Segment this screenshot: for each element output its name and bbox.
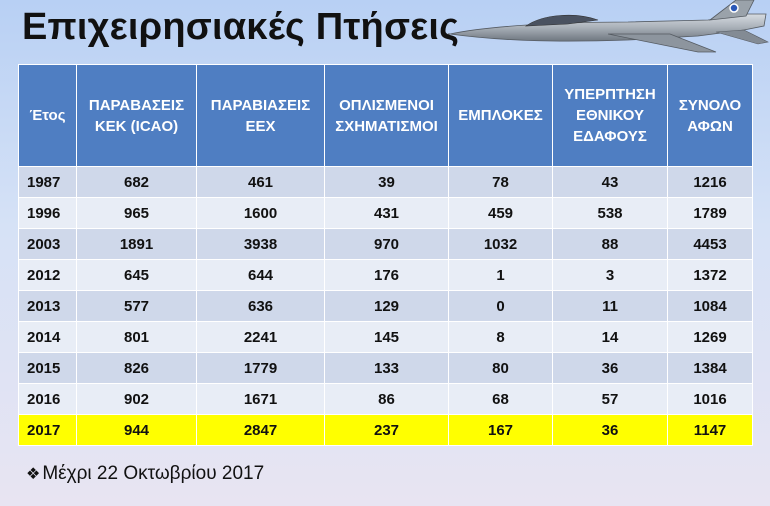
cell: 80 [448, 352, 553, 384]
cell: 133 [324, 352, 449, 384]
cell: 3 [552, 259, 668, 291]
cell: 8 [448, 321, 553, 353]
cell: 2241 [196, 321, 325, 353]
cell: 176 [324, 259, 449, 291]
cell: 36 [552, 414, 668, 446]
cell: 682 [76, 166, 197, 198]
cell-year: 1987 [18, 166, 77, 198]
cell: 1671 [196, 383, 325, 415]
col-header-airspace-violations: ΠΑΡΑΒΙΑΣΕΙΣ ΕΕΧ [196, 64, 325, 167]
table-row: 2003 1891 3938 970 1032 88 4453 [18, 228, 753, 260]
col-header-overflights: ΥΠΕΡΠΤΗΣΗ ΕΘΝΙΚΟΥ ΕΔΑΦΟΥΣ [552, 64, 668, 167]
table-row: 1987 682 461 39 78 43 1216 [18, 166, 753, 198]
table-header-row: Έτος ΠΑΡΑΒΑΣΕΙΣ ΚΕΚ (ICAO) ΠΑΡΑΒΙΑΣΕΙΣ Ε… [18, 64, 753, 167]
cell-year: 1996 [18, 197, 77, 229]
cell: 1789 [667, 197, 753, 229]
cell: 902 [76, 383, 197, 415]
page-title: Επιχειρησιακές Πτήσεις [22, 6, 460, 48]
cell-year: 2003 [18, 228, 77, 260]
cell: 57 [552, 383, 668, 415]
cell: 1269 [667, 321, 753, 353]
cell: 970 [324, 228, 449, 260]
cell: 145 [324, 321, 449, 353]
cell: 1016 [667, 383, 753, 415]
cell: 43 [552, 166, 668, 198]
table-row: 1996 965 1600 431 459 538 1789 [18, 197, 753, 229]
cell: 86 [324, 383, 449, 415]
table-row-highlighted: 2017 944 2847 237 167 36 1147 [18, 414, 753, 446]
cell-year: 2016 [18, 383, 77, 415]
cell: 431 [324, 197, 449, 229]
cell: 78 [448, 166, 553, 198]
cell: 3938 [196, 228, 325, 260]
cell: 644 [196, 259, 325, 291]
col-header-icao-violations: ΠΑΡΑΒΑΣΕΙΣ ΚΕΚ (ICAO) [76, 64, 197, 167]
cell: 129 [324, 290, 449, 322]
cell: 826 [76, 352, 197, 384]
cell: 461 [196, 166, 325, 198]
cell-year: 2017 [18, 414, 77, 446]
flights-table: Έτος ΠΑΡΑΒΑΣΕΙΣ ΚΕΚ (ICAO) ΠΑΡΑΒΙΑΣΕΙΣ Ε… [18, 64, 753, 446]
table-row: 2016 902 1671 86 68 57 1016 [18, 383, 753, 415]
cell: 944 [76, 414, 197, 446]
cell: 577 [76, 290, 197, 322]
cell-year: 2012 [18, 259, 77, 291]
cell: 801 [76, 321, 197, 353]
cell: 1891 [76, 228, 197, 260]
diamond-bullet-icon: ❖ [26, 466, 41, 483]
cell: 36 [552, 352, 668, 384]
cell: 538 [552, 197, 668, 229]
footnote-text: Μέχρι 22 Οκτωβρίου 2017 [42, 463, 265, 484]
cell: 1084 [667, 290, 753, 322]
cell-year: 2014 [18, 321, 77, 353]
cell: 167 [448, 414, 553, 446]
cell: 1779 [196, 352, 325, 384]
cell: 4453 [667, 228, 753, 260]
table-row: 2014 801 2241 145 8 14 1269 [18, 321, 753, 353]
cell: 1 [448, 259, 553, 291]
cell: 1216 [667, 166, 753, 198]
col-header-year: Έτος [18, 64, 77, 167]
cell: 1032 [448, 228, 553, 260]
fighter-jet-icon [448, 0, 769, 53]
cell: 0 [448, 290, 553, 322]
cell: 1600 [196, 197, 325, 229]
cell-year: 2015 [18, 352, 77, 384]
table-row: 2015 826 1779 133 80 36 1384 [18, 352, 753, 384]
cell: 88 [552, 228, 668, 260]
col-header-armed-formations: ΟΠΛΙΣΜΕΝΟΙ ΣΧΗΜΑΤΙΣΜΟΙ [324, 64, 449, 167]
cell: 459 [448, 197, 553, 229]
cell: 1147 [667, 414, 753, 446]
col-header-engagements: ΕΜΠΛΟΚΕΣ [448, 64, 553, 167]
footnote: ❖ Μέχρι 22 Οκτωβρίου 2017 [26, 463, 264, 485]
cell: 11 [552, 290, 668, 322]
cell: 2847 [196, 414, 325, 446]
cell: 636 [196, 290, 325, 322]
cell-year: 2013 [18, 290, 77, 322]
cell: 237 [324, 414, 449, 446]
cell: 1372 [667, 259, 753, 291]
cell: 68 [448, 383, 553, 415]
cell: 14 [552, 321, 668, 353]
table-row: 2012 645 644 176 1 3 1372 [18, 259, 753, 291]
cell: 39 [324, 166, 449, 198]
table-row: 2013 577 636 129 0 11 1084 [18, 290, 753, 322]
cell: 1384 [667, 352, 753, 384]
col-header-total-aircraft: ΣΥΝΟΛΟ ΑΦΩΝ [667, 64, 753, 167]
cell: 645 [76, 259, 197, 291]
cell: 965 [76, 197, 197, 229]
